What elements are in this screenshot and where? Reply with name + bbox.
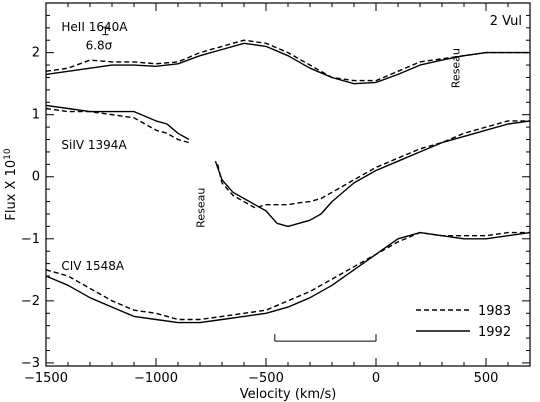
line-label: SiIV 1394A: [61, 138, 127, 152]
spectrum-heii-1983: [45, 39, 530, 82]
annotations: HeII 1640A SiIV 1394A CIV 1548A 6.8σ 2 Vul Re…: [61, 14, 522, 342]
x-tick-label: 500: [474, 371, 499, 386]
y-tick-label: 2: [32, 46, 40, 61]
spectrum-civ-1992: [45, 231, 531, 324]
sigma-label: 6.8σ: [86, 39, 113, 53]
x-tick-label: −1500: [24, 371, 68, 386]
y-tick-label: 0: [32, 170, 40, 185]
y-tick-label: −1: [21, 232, 40, 247]
legend-label-1992: 1992: [478, 325, 511, 340]
spectra-lines: [45, 39, 531, 324]
y-axis-label-exponent: 10: [3, 148, 13, 160]
y-tick-label: 1: [32, 108, 40, 123]
y-axis-label: Flux X 1010: [3, 148, 19, 220]
plot-axes: −1500 −1000 −500 0 500 −3 −2 −1 0 1 2 Velocity (km/…: [3, 2, 531, 402]
legend-label-1983: 1983: [478, 304, 511, 319]
reseau-mark: Reseau: [450, 48, 463, 88]
spectrum-siiv-1983: [45, 107, 530, 209]
spectrum-siiv-1992: [45, 104, 531, 228]
x-tick-label: −500: [248, 371, 284, 386]
x-axis-label: Velocity (km/s): [240, 387, 337, 402]
legend: 1983 1992: [416, 304, 511, 340]
spectrum-heii-1992: [45, 42, 530, 85]
y-tick-label: −2: [21, 294, 40, 309]
y-tick-label: −3: [21, 356, 40, 371]
reseau-mark: Reseau: [194, 188, 207, 228]
star-label: 2 Vul: [490, 14, 522, 29]
x-tick-label: 0: [372, 371, 380, 386]
spectrum-civ-1983: [45, 231, 530, 321]
line-label: HeII 1640A: [61, 20, 128, 34]
x-tick-label: −1000: [134, 371, 178, 386]
line-label: CIV 1548A: [61, 259, 124, 273]
